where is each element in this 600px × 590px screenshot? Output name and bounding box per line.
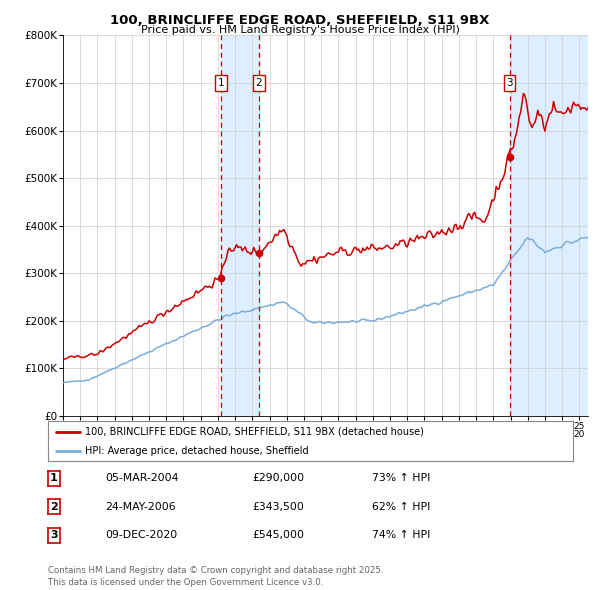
Text: 2: 2 xyxy=(256,78,262,88)
Text: 73% ↑ HPI: 73% ↑ HPI xyxy=(372,474,430,483)
Text: 09-DEC-2020: 09-DEC-2020 xyxy=(105,530,177,540)
Text: 1: 1 xyxy=(218,78,224,88)
Text: £545,000: £545,000 xyxy=(252,530,304,540)
Text: 1: 1 xyxy=(50,474,58,483)
Text: Price paid vs. HM Land Registry's House Price Index (HPI): Price paid vs. HM Land Registry's House … xyxy=(140,25,460,35)
Text: 24-MAY-2006: 24-MAY-2006 xyxy=(105,502,176,512)
Text: 100, BRINCLIFFE EDGE ROAD, SHEFFIELD, S11 9BX (detached house): 100, BRINCLIFFE EDGE ROAD, SHEFFIELD, S1… xyxy=(85,427,424,437)
Text: £343,500: £343,500 xyxy=(252,502,304,512)
Text: 3: 3 xyxy=(50,530,58,540)
Text: 2: 2 xyxy=(50,502,58,512)
Bar xyxy=(509,35,588,416)
Bar xyxy=(221,35,259,416)
Text: 100, BRINCLIFFE EDGE ROAD, SHEFFIELD, S11 9BX: 100, BRINCLIFFE EDGE ROAD, SHEFFIELD, S1… xyxy=(110,14,490,27)
Text: £290,000: £290,000 xyxy=(252,474,304,483)
Text: 3: 3 xyxy=(506,78,513,88)
Text: Contains HM Land Registry data © Crown copyright and database right 2025.
This d: Contains HM Land Registry data © Crown c… xyxy=(48,566,383,587)
Text: 74% ↑ HPI: 74% ↑ HPI xyxy=(372,530,430,540)
Text: HPI: Average price, detached house, Sheffield: HPI: Average price, detached house, Shef… xyxy=(85,446,308,456)
Text: 62% ↑ HPI: 62% ↑ HPI xyxy=(372,502,430,512)
Text: 05-MAR-2004: 05-MAR-2004 xyxy=(105,474,179,483)
